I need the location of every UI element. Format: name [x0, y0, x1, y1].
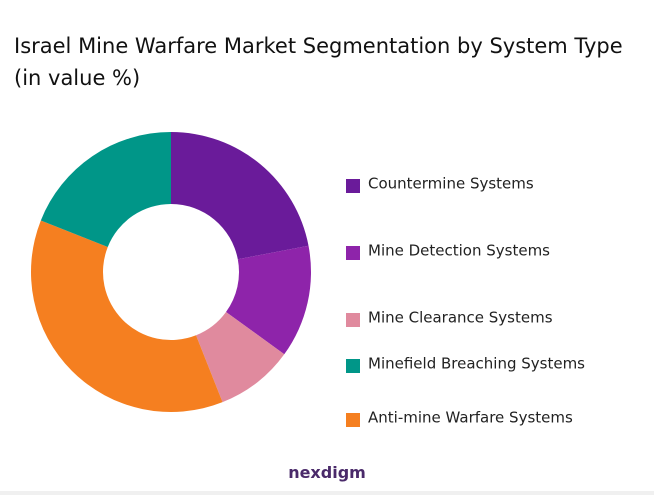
- legend-swatch: [346, 179, 360, 193]
- donut-slice: [40, 132, 171, 247]
- legend-swatch: [346, 313, 360, 327]
- legend-label: Minefield Breaching Systems: [368, 355, 585, 373]
- legend-swatch: [346, 359, 360, 373]
- donut-slice: [171, 132, 309, 260]
- donut-slice: [196, 311, 285, 403]
- legend-label: Mine Detection Systems: [368, 242, 550, 260]
- legend-swatch: [346, 246, 360, 260]
- donut-slice: [226, 245, 311, 355]
- legend-label: Countermine Systems: [368, 175, 534, 193]
- logo: nexdigm: [288, 463, 366, 482]
- chart-title: Israel Mine Warfare Market Segmentation …: [14, 34, 623, 90]
- footer-bar: [0, 491, 654, 495]
- legend-label: Anti-mine Warfare Systems: [368, 409, 573, 427]
- legend-swatch: [346, 413, 360, 427]
- donut-slice: [31, 220, 223, 412]
- legend-label: Mine Clearance Systems: [368, 309, 553, 327]
